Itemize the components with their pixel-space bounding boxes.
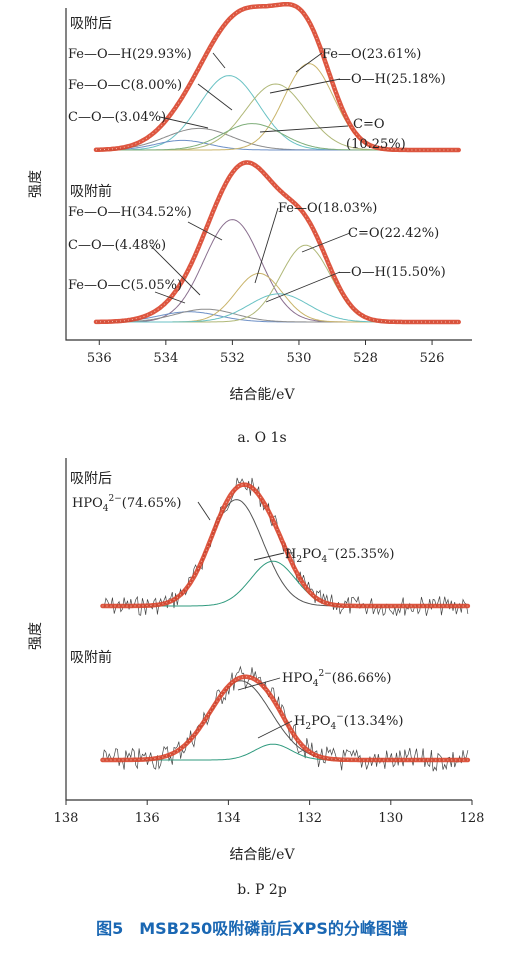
annot-b0-0-sub: 4: [103, 504, 109, 514]
annot-a1-3: Fe—O(18.03%): [278, 201, 377, 216]
chart-b-panel-label-after: 吸附后: [70, 471, 112, 487]
chart-b-panel-before: [100, 665, 471, 772]
leader-a1-0: [187, 221, 223, 241]
leader-a0-0: [212, 52, 226, 69]
annot-b0-1: H2PO4−(25.35%): [285, 545, 394, 565]
leader-a1-2: [154, 291, 186, 304]
annot-a0-5-line1: C=O: [353, 117, 385, 132]
chart-a-y-label: 强度: [28, 170, 44, 198]
chart-a-annotations-after: Fe—O—H(29.93%) Fe—O—C(8.00%) C—O—(3.04%)…: [68, 47, 446, 152]
leader-b1-0: [237, 677, 281, 691]
annot-b1-0-tail: (86.66%): [332, 671, 392, 686]
x-tick-label: 530: [287, 351, 312, 366]
annot-b1-0-main: HPO: [282, 671, 313, 686]
x-tick-label: 128: [460, 811, 485, 826]
leader-a0-5: [259, 125, 349, 133]
annot-b1-1-sup: −: [336, 712, 344, 722]
x-tick-label: 532: [220, 351, 245, 366]
chart-b-x-ticks: 138 136 134 132 130 128: [54, 800, 485, 826]
x-tick-label: 536: [87, 351, 112, 366]
x-tick-label: 136: [135, 811, 160, 826]
chart-a-x-label: 结合能/eV: [229, 387, 295, 403]
x-tick-label: 528: [353, 351, 378, 366]
leader-a0-4: [269, 78, 341, 94]
chart-b-annotations-after: HPO42−(74.65%) H2PO4−(25.35%): [72, 494, 394, 565]
x-tick-label: 134: [216, 811, 241, 826]
chart-a-panel-label-before: 吸附前: [70, 183, 112, 200]
x-tick-label: 534: [153, 351, 178, 366]
annot-a0-3: Fe—O(23.61%): [322, 47, 421, 62]
annot-b1-1-mid: PO: [311, 714, 330, 729]
annot-a1-0: Fe—O—H(34.52%): [68, 205, 192, 220]
x-tick-label: 526: [420, 351, 445, 366]
leader-b0-0: [197, 501, 211, 521]
annot-a1-1: C—O—(4.48%): [68, 238, 166, 253]
chart-b-panel-label-before: 吸附前: [70, 649, 112, 666]
fit-envelope-line: [93, 1, 461, 153]
annot-a0-5-line2: (10.25%): [346, 137, 406, 152]
x-tick-label: 130: [378, 811, 403, 826]
annot-b0-0-sup: 2−: [108, 494, 121, 504]
chart-b-x-label: 结合能/eV: [229, 847, 295, 863]
annot-b0-1-sup: −: [327, 545, 335, 555]
leader-b1-1: [257, 720, 293, 739]
annot-b1-1-sub: 2: [305, 722, 311, 732]
annot-b0-1-tail: (25.35%): [335, 547, 395, 562]
chart-a-panel-before: [93, 160, 461, 325]
annot-b1-1-tail: (13.34%): [344, 714, 404, 729]
chart-b-y-label: 强度: [28, 622, 44, 650]
annot-a0-0: Fe—O—H(29.93%): [68, 47, 192, 62]
leader-a0-3: [295, 52, 323, 73]
annot-b1-1: H2PO4−(13.34%): [294, 712, 403, 732]
annot-b1-0-sub: 4: [313, 679, 319, 689]
annot-b0-0-main: HPO: [72, 496, 103, 511]
annot-b0-1-sub: 2: [296, 555, 302, 565]
chart-b-subcaption: b. P 2p: [237, 882, 287, 898]
chart-a-panel-after: [93, 1, 461, 153]
leader-b0-1: [253, 552, 285, 561]
x-tick-label: 138: [54, 811, 79, 826]
leader-a0-1: [197, 83, 233, 111]
fit-envelope-markers: [102, 676, 468, 761]
annot-a1-5: —O—H(15.50%): [338, 265, 446, 280]
annot-b1-0-sup: 2−: [318, 669, 331, 679]
chart-a-subcaption: a. O 1s: [237, 430, 286, 446]
annot-a1-2: Fe—O—C(5.05%): [68, 278, 182, 293]
chart-a-panel-label-after: 吸附后: [70, 16, 112, 32]
leader-a0-2: [159, 116, 209, 129]
chart-a-o1s: 536 534 532 530 528 526 强度 结合能/eV a. O 1s 吸附后…: [28, 1, 472, 446]
chart-b-p2p: 138 136 134 132 130 128 强度 结合能/eV b. P 2p 吸附后…: [28, 458, 484, 898]
annot-b0-1-mid: PO: [302, 547, 321, 562]
annot-b0-1-main: H: [285, 547, 296, 562]
chart-a-x-ticks: 536 534 532 530 528 526: [87, 340, 445, 366]
annot-a0-2: C—O—(3.04%): [68, 110, 166, 125]
annot-a0-4: —O—H(25.18%): [338, 72, 446, 87]
x-tick-label: 132: [297, 811, 322, 826]
annot-b1-1-sub2: 4: [330, 722, 336, 732]
chart-a-axes: [65, 8, 472, 341]
annot-a0-1: Fe—O—C(8.00%): [68, 78, 182, 93]
annot-b0-0: HPO42−(74.65%): [72, 494, 181, 514]
fit-envelope-markers: [96, 162, 459, 323]
annot-b1-0: HPO42−(86.66%): [282, 669, 391, 689]
chart-b-panel-after: [100, 477, 471, 617]
chart-a-annotations-before: Fe—O—H(34.52%) C—O—(4.48%) Fe—O—C(5.05%)…: [68, 201, 446, 304]
fit-envelope-markers: [102, 484, 468, 607]
leader-a1-4: [301, 232, 351, 253]
leader-a1-5: [265, 271, 341, 303]
leader-a1-3: [254, 207, 279, 284]
annot-b1-1-main: H: [294, 714, 305, 729]
annot-b0-0-tail: (74.65%): [122, 496, 182, 511]
leader-a1-1: [149, 244, 201, 296]
figure-caption: 图5 MSB250吸附磷前后XPS的分峰图谱: [96, 919, 408, 938]
component-peak-line: [102, 560, 468, 607]
chart-b-annotations-before: HPO42−(86.66%) H2PO4−(13.34%): [237, 669, 403, 739]
annot-b0-1-sub2: 4: [321, 555, 327, 565]
annot-a1-4: C=O(22.42%): [348, 226, 439, 241]
raw-spectrum-line: [102, 665, 469, 772]
